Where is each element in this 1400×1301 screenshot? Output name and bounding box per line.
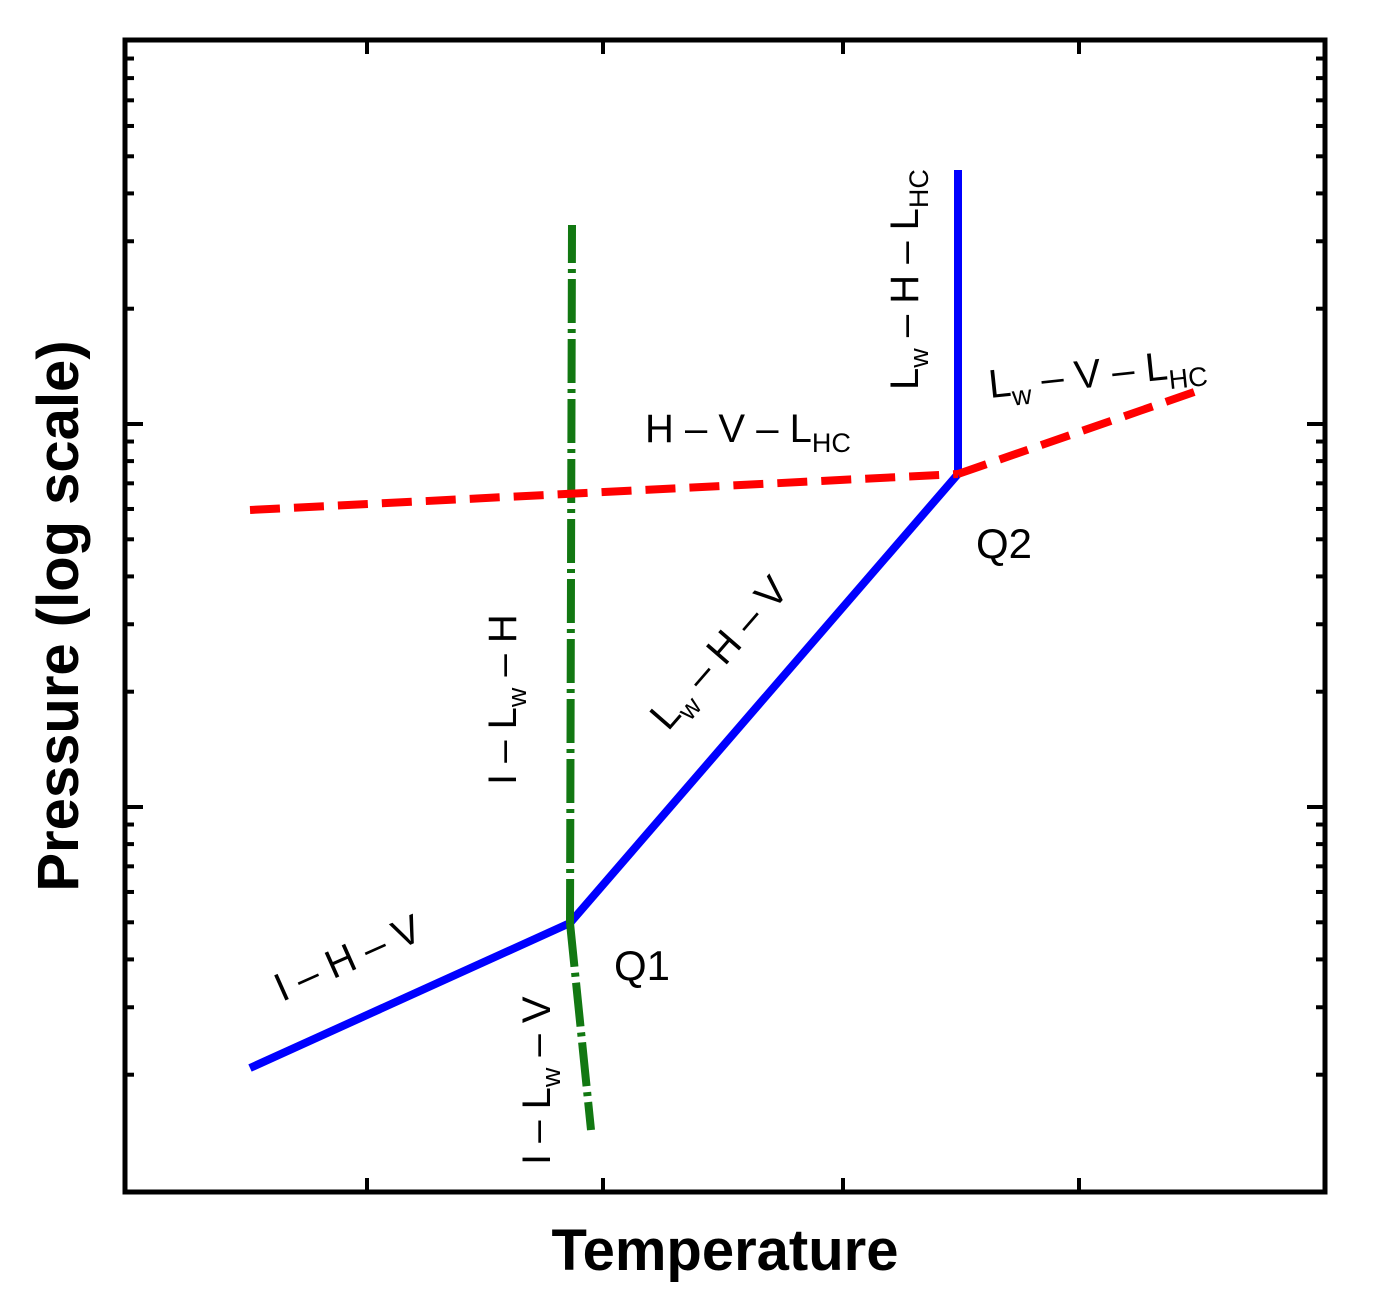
- curve-h-v-lhc: [249, 470, 959, 514]
- curves: [248, 170, 1202, 1131]
- curve-label-i-lw-v: I – Lw – V: [515, 996, 569, 1165]
- x-axis-label: Temperature: [551, 1218, 898, 1283]
- plot-frame: [122, 37, 1328, 1195]
- axis-ticks: [125, 40, 1325, 1192]
- curve-label-i-lw-h: I – Lw – H: [481, 614, 535, 785]
- point-label-q1: Q1: [614, 942, 670, 989]
- y-axis-label: Pressure (log scale): [26, 340, 91, 891]
- curve-i-lw-h: [566, 224, 576, 924]
- curve-label-lw-h-lhc: Lw – H – LHC: [883, 169, 937, 390]
- curve-lw-h-v: [566, 471, 962, 926]
- curve-label-i-h-v: I – H – V: [268, 907, 428, 1011]
- curve-label-h-v-lhc: H – V – LHC: [645, 407, 851, 458]
- curve-label-lw-h-v: Lw – H – V: [642, 568, 805, 744]
- curve-i-lw-v: [566, 922, 595, 1131]
- curve-label-lw-v-lhc: Lw – V – LHC: [986, 340, 1209, 417]
- point-label-q2: Q2: [976, 520, 1032, 567]
- curve-i-h-v: [248, 919, 572, 1072]
